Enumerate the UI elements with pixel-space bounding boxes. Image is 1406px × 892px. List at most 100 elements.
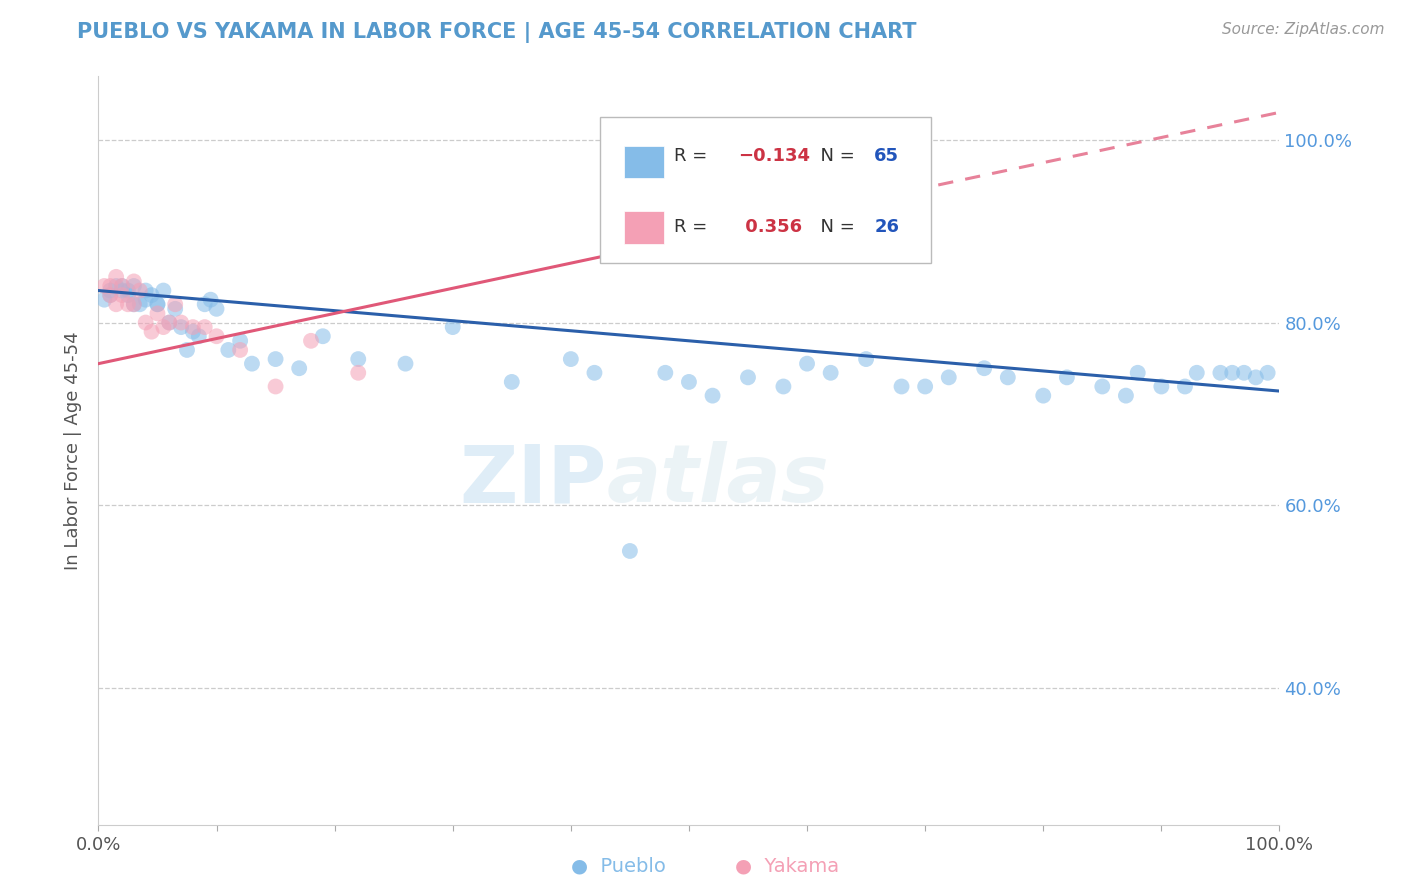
Point: [135, 316, 157, 330]
Point: [1185, 366, 1208, 380]
Point: [194, 297, 217, 311]
Point: [678, 375, 700, 389]
FancyBboxPatch shape: [624, 211, 664, 244]
Point: [938, 370, 960, 384]
Point: [1115, 389, 1137, 403]
Point: [152, 284, 174, 298]
Point: [312, 329, 335, 343]
Point: [560, 352, 582, 367]
Point: [98, 284, 121, 298]
Point: [229, 343, 252, 357]
Point: [240, 357, 263, 371]
Point: [200, 293, 222, 307]
Point: [299, 334, 322, 348]
Point: [1220, 366, 1243, 380]
Point: [111, 288, 134, 302]
Point: [1244, 370, 1267, 384]
Point: [98, 279, 121, 293]
Point: [772, 379, 794, 393]
Point: [583, 366, 606, 380]
Text: R =: R =: [673, 147, 713, 165]
Point: [170, 316, 193, 330]
Point: [111, 284, 134, 298]
Point: [205, 301, 228, 316]
Text: 0.356: 0.356: [738, 219, 801, 236]
Point: [176, 343, 198, 357]
Point: [152, 320, 174, 334]
Text: ●  Yakama: ● Yakama: [735, 857, 839, 876]
Point: [93, 279, 115, 293]
Point: [117, 297, 139, 311]
Point: [394, 357, 416, 371]
Point: [441, 320, 464, 334]
Point: [157, 316, 180, 330]
Point: [105, 297, 128, 311]
Point: [997, 370, 1019, 384]
Point: [264, 379, 287, 393]
Text: ZIP: ZIP: [458, 442, 606, 519]
Point: [229, 334, 252, 348]
Point: [146, 306, 169, 320]
Point: [105, 279, 128, 293]
Point: [1126, 366, 1149, 380]
Point: [1091, 379, 1114, 393]
Point: [111, 279, 134, 293]
Point: [1150, 379, 1173, 393]
Point: [194, 320, 217, 334]
Point: [217, 343, 239, 357]
Point: [111, 279, 134, 293]
Point: [1174, 379, 1197, 393]
Text: 65: 65: [875, 147, 900, 165]
Point: [141, 325, 163, 339]
Point: [93, 293, 115, 307]
Point: [141, 288, 163, 302]
Point: [122, 297, 145, 311]
Point: [128, 284, 150, 298]
Point: [105, 269, 128, 284]
Point: [122, 279, 145, 293]
Point: [702, 389, 724, 403]
Point: [128, 297, 150, 311]
Text: atlas: atlas: [606, 442, 830, 519]
Point: [135, 293, 157, 307]
Text: N =: N =: [810, 219, 860, 236]
Point: [914, 379, 936, 393]
Point: [1209, 366, 1232, 380]
Point: [973, 361, 995, 376]
Point: [122, 297, 145, 311]
Point: [165, 297, 187, 311]
Point: [181, 320, 204, 334]
Point: [146, 297, 169, 311]
Point: [1032, 389, 1054, 403]
Point: [205, 329, 228, 343]
Text: N =: N =: [810, 147, 860, 165]
Y-axis label: In Labor Force | Age 45-54: In Labor Force | Age 45-54: [63, 331, 82, 570]
Point: [181, 325, 204, 339]
Point: [501, 375, 523, 389]
Point: [855, 352, 877, 367]
Text: ●  Pueblo: ● Pueblo: [571, 857, 666, 876]
Point: [117, 284, 139, 298]
FancyBboxPatch shape: [624, 145, 664, 178]
Point: [135, 284, 157, 298]
Point: [820, 366, 842, 380]
Text: −0.134: −0.134: [738, 147, 810, 165]
Point: [619, 544, 641, 558]
Point: [347, 366, 370, 380]
Point: [122, 274, 145, 288]
Point: [98, 288, 121, 302]
Point: [737, 370, 759, 384]
Point: [654, 366, 676, 380]
Point: [170, 320, 193, 334]
Text: Source: ZipAtlas.com: Source: ZipAtlas.com: [1222, 22, 1385, 37]
Point: [347, 352, 370, 367]
Point: [146, 297, 169, 311]
Point: [264, 352, 287, 367]
Point: [796, 357, 818, 371]
Text: R =: R =: [673, 219, 713, 236]
Point: [117, 288, 139, 302]
Point: [98, 288, 121, 302]
FancyBboxPatch shape: [600, 117, 931, 263]
Point: [165, 301, 187, 316]
Point: [1233, 366, 1256, 380]
